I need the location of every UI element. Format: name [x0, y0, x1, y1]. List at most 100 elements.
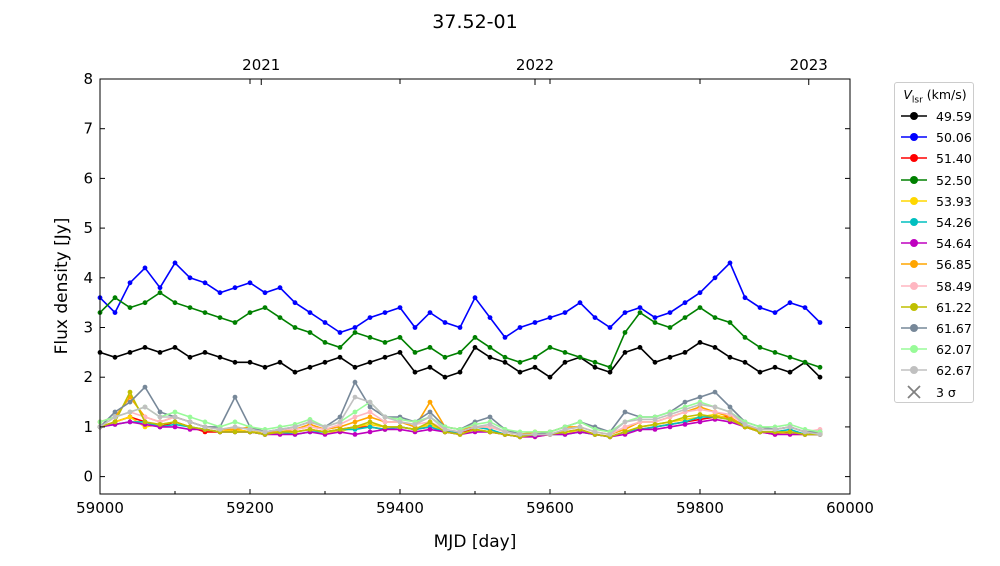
data-point-61.22	[622, 429, 628, 435]
data-point-52.50	[337, 345, 343, 350]
data-point-52.50	[442, 354, 448, 360]
data-point-62.67	[187, 419, 193, 425]
legend-title-unit: (km/s)	[922, 87, 967, 102]
data-point-50.06	[142, 265, 148, 271]
data-point-50.06	[187, 275, 193, 281]
data-point-52.50	[187, 305, 193, 310]
legend-item: 53.93	[899, 192, 973, 210]
data-point-52.50	[532, 354, 538, 360]
data-point-62.67	[757, 427, 763, 432]
data-point-50.06	[637, 305, 643, 310]
data-point-52.50	[637, 310, 643, 315]
data-point-61.22	[367, 419, 373, 425]
data-point-49.59	[502, 359, 508, 365]
x-tick-label: 59400	[376, 499, 424, 517]
data-point-61.67	[367, 404, 373, 410]
data-point-52.50	[157, 290, 163, 296]
legend-item: 49.59	[899, 107, 973, 125]
legend-title-subscript: lsr	[911, 95, 923, 106]
data-point-52.50	[817, 364, 823, 370]
y-tick-label: 1	[83, 418, 93, 436]
legend-label: 62.67	[936, 363, 972, 379]
data-point-49.59	[412, 369, 418, 375]
data-point-62.67	[592, 429, 598, 435]
data-point-62.67	[112, 414, 118, 420]
data-point-61.22	[352, 424, 358, 430]
data-point-62.67	[502, 429, 508, 435]
data-point-52.50	[202, 310, 208, 315]
data-point-52.50	[472, 335, 478, 340]
data-point-62.67	[652, 417, 658, 422]
data-point-62.67	[457, 429, 463, 435]
data-point-54.64	[172, 424, 178, 430]
data-point-52.50	[292, 325, 298, 330]
data-point-58.49	[367, 409, 373, 415]
data-point-61.22	[157, 422, 163, 427]
data-point-62.07	[352, 409, 358, 415]
top-year-label: 2021	[242, 56, 280, 74]
data-point-62.67	[802, 429, 808, 435]
legend-item: 54.26	[899, 213, 973, 231]
data-point-50.06	[547, 315, 553, 320]
data-point-49.59	[592, 364, 598, 370]
data-point-61.67	[727, 404, 733, 410]
data-point-62.07	[187, 414, 193, 420]
legend-sigma-marker	[907, 384, 921, 399]
legend-label: 58.49	[936, 278, 972, 294]
data-point-61.22	[337, 427, 343, 432]
data-point-50.06	[307, 310, 313, 315]
data-point-61.22	[142, 419, 148, 425]
data-point-54.64	[367, 429, 373, 435]
data-point-50.06	[787, 300, 793, 306]
data-point-61.22	[232, 429, 238, 435]
top-year-label: 2023	[790, 56, 828, 74]
legend-item: 62.67	[899, 361, 973, 379]
data-point-49.59	[487, 354, 493, 360]
x-tick-label: 59600	[526, 499, 574, 517]
data-point-50.06	[682, 300, 688, 306]
data-point-62.67	[697, 402, 703, 407]
data-point-61.22	[487, 429, 493, 435]
data-point-62.67	[532, 432, 538, 437]
data-point-62.67	[487, 422, 493, 427]
data-point-49.59	[157, 350, 163, 355]
data-point-52.50	[772, 350, 778, 355]
data-point-52.50	[502, 354, 508, 360]
data-point-52.50	[172, 300, 178, 306]
data-point-62.67	[232, 424, 238, 430]
data-point-52.50	[592, 359, 598, 365]
data-point-49.59	[532, 364, 538, 370]
data-point-52.50	[667, 325, 673, 330]
data-point-50.06	[217, 290, 223, 296]
data-point-58.49	[382, 419, 388, 425]
x-axis-label: MJD [day]	[434, 532, 517, 552]
data-point-61.22	[712, 414, 718, 420]
data-point-50.06	[592, 315, 598, 320]
legend-title-symbol: V	[903, 87, 912, 102]
data-point-61.67	[127, 399, 133, 405]
data-point-50.06	[817, 320, 823, 325]
data-point-61.22	[382, 424, 388, 430]
data-point-62.67	[217, 427, 223, 432]
data-point-62.67	[577, 424, 583, 430]
data-point-61.67	[697, 394, 703, 400]
data-point-49.59	[817, 374, 823, 380]
data-point-50.06	[727, 260, 733, 266]
data-point-49.59	[187, 354, 193, 360]
legend-title: Vlsr (km/s)	[895, 87, 975, 106]
legend-label: 54.26	[936, 215, 972, 230]
legend-swatch	[901, 345, 927, 354]
data-point-50.06	[127, 280, 133, 286]
data-point-54.26	[367, 424, 373, 430]
data-point-49.59	[322, 359, 328, 365]
data-point-49.59	[457, 369, 463, 375]
series-line-61.67	[99, 380, 820, 436]
data-point-61.22	[787, 429, 793, 435]
data-point-49.59	[622, 350, 628, 355]
data-point-50.06	[757, 305, 763, 310]
data-point-62.67	[472, 424, 478, 430]
y-tick-label: 7	[83, 120, 93, 138]
data-point-50.06	[712, 275, 718, 281]
data-point-61.67	[622, 409, 628, 415]
data-point-61.22	[322, 429, 328, 435]
